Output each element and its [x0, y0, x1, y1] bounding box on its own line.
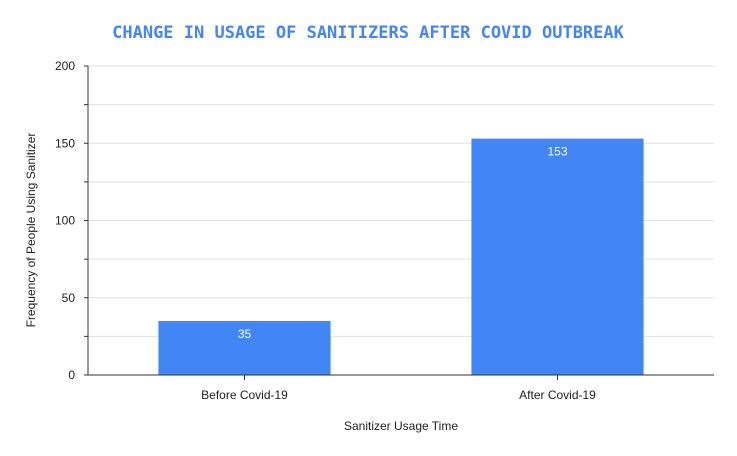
y-tick-label: 200: [55, 59, 75, 73]
y-tick-label: 0: [68, 368, 75, 382]
data-label: 35: [238, 327, 252, 341]
bar: [471, 138, 644, 375]
x-tick-label: Before Covid-19: [201, 388, 288, 402]
chart-title: CHANGE IN USAGE OF SANITIZERS AFTER COVI…: [112, 23, 625, 43]
x-tick-label: After Covid-19: [519, 388, 596, 402]
y-tick-label: 100: [55, 214, 75, 228]
y-tick-label: 50: [62, 291, 76, 305]
x-axis-title: Sanitizer Usage Time: [344, 419, 458, 433]
data-label: 153: [547, 145, 567, 159]
bar: [158, 320, 331, 375]
y-axis-title: Frequency of People Using Sanitizer: [24, 133, 38, 328]
bars: 35 153: [158, 138, 644, 375]
axes: 0 50 100 150 200 Before Covid-19 After Covid-1…: [55, 59, 714, 402]
grid: [88, 65, 714, 337]
y-tick-label: 150: [55, 136, 75, 150]
